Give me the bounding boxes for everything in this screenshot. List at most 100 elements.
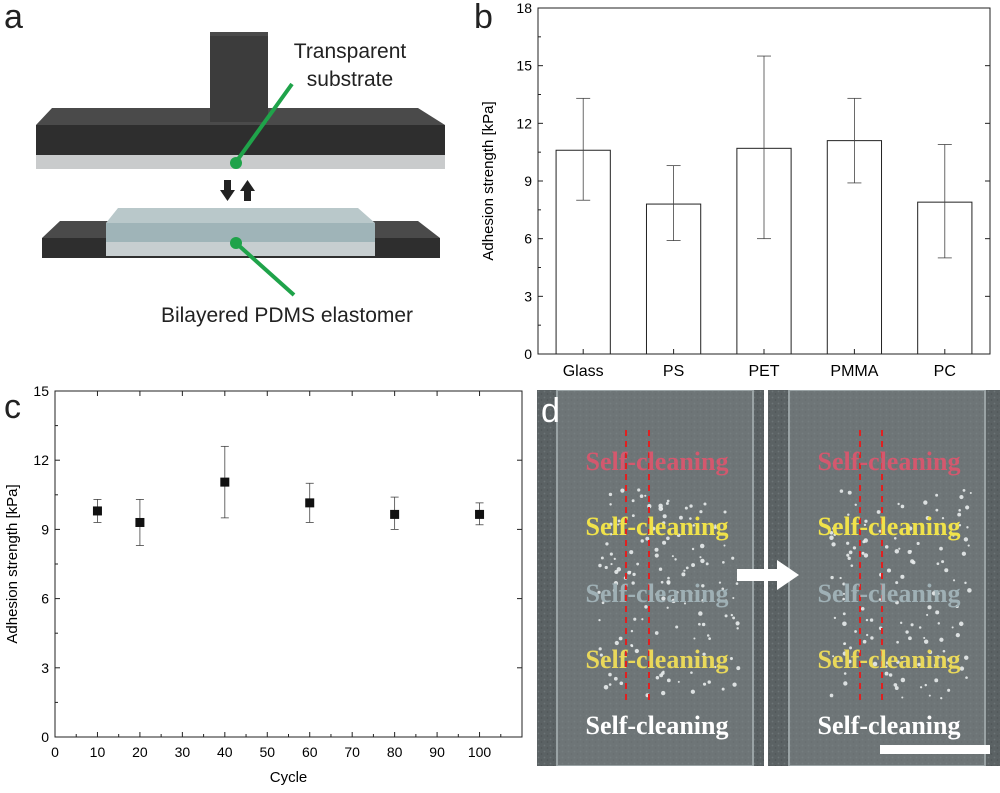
dust-particle — [732, 616, 736, 620]
dust-particle — [608, 492, 613, 497]
dust-particle — [722, 561, 725, 564]
dust-particle — [847, 659, 852, 664]
dust-particle — [598, 618, 601, 622]
dust-particle — [901, 696, 904, 699]
dust-particle — [847, 556, 851, 560]
dust-particle — [598, 647, 602, 651]
panel-a-letter: a — [4, 0, 23, 36]
pdms-upper-layer — [106, 223, 375, 242]
elastomer-pointer — [234, 241, 296, 297]
dust-particle — [849, 646, 853, 650]
dust-particle — [964, 655, 969, 660]
dust-particle — [842, 612, 846, 616]
dust-particle — [662, 514, 667, 519]
right-arrow-icon — [737, 560, 799, 590]
panel-b-letter: b — [474, 0, 493, 36]
dust-particle — [630, 643, 633, 647]
dust-particle — [885, 665, 888, 668]
dust-particle — [923, 500, 928, 505]
dust-particle — [899, 621, 903, 625]
dust-particle — [952, 534, 955, 537]
dust-particle — [629, 550, 634, 555]
dust-particle — [893, 537, 897, 540]
dust-particle — [917, 662, 921, 667]
dust-particle — [940, 697, 943, 700]
dust-particle — [900, 656, 904, 660]
dust-particle — [655, 592, 660, 597]
dust-particle — [969, 491, 972, 495]
dust-particle — [705, 562, 709, 566]
dust-particle — [964, 581, 967, 585]
dust-particle — [610, 562, 613, 566]
dust-particle — [935, 508, 939, 512]
y-tick-label: 12 — [33, 452, 49, 468]
dust-particle — [862, 540, 866, 544]
x-tick-label: PMMA — [830, 363, 878, 380]
dust-particle — [830, 575, 834, 580]
dust-particle — [935, 610, 940, 615]
dust-particle — [894, 686, 899, 690]
dust-particle — [613, 581, 619, 586]
dust-particle — [967, 588, 972, 593]
dust-particle — [955, 604, 959, 609]
dust-particle — [641, 618, 644, 621]
dust-particle — [939, 637, 944, 642]
dust-particle — [847, 490, 852, 495]
y-tick-label: 6 — [524, 231, 532, 247]
dust-particle — [730, 613, 734, 617]
dust-particle — [944, 568, 949, 573]
dust-particle — [842, 597, 845, 601]
x-tick-label: PC — [934, 363, 956, 380]
dust-particle — [631, 581, 635, 585]
dust-particle — [860, 606, 865, 611]
dust-particle — [629, 570, 632, 573]
data-point — [92, 506, 102, 516]
y-tick-label: 0 — [41, 729, 49, 745]
dust-particle — [729, 657, 733, 661]
self-cleaning-text: Self-cleaning — [586, 645, 729, 674]
y-tick-label: 9 — [524, 173, 532, 189]
dust-particle — [842, 621, 847, 627]
dust-particle — [690, 671, 693, 674]
press-column — [210, 32, 268, 122]
dust-particle — [666, 499, 670, 503]
dust-particle — [671, 555, 674, 558]
dust-particle — [689, 517, 692, 520]
dust-particle — [935, 493, 939, 497]
dust-particle — [666, 581, 671, 585]
dust-particles — [597, 488, 972, 700]
dust-particle — [926, 613, 929, 617]
dust-particle — [908, 526, 913, 531]
dust-particle — [654, 547, 659, 552]
chart-c-ylabel: Adhesion strength [kPa] — [4, 484, 21, 643]
dust-particle — [829, 693, 834, 698]
dust-particle — [724, 614, 728, 618]
dust-particle — [654, 631, 659, 635]
dust-particle — [928, 650, 933, 655]
dust-particle — [660, 580, 664, 584]
dust-particle — [897, 502, 900, 506]
dust-particle — [667, 576, 670, 580]
dust-particle — [597, 590, 601, 594]
dust-particle — [736, 666, 741, 671]
dust-particle — [888, 673, 893, 677]
dust-particle — [833, 616, 837, 620]
self-cleaning-text: Self-cleaning — [586, 711, 729, 740]
dust-particle — [676, 533, 681, 537]
dust-particle — [703, 502, 707, 506]
dust-particle — [876, 510, 881, 514]
dust-particle — [613, 676, 618, 681]
dust-particle — [952, 579, 956, 582]
dust-particle — [965, 676, 968, 679]
dust-particle — [708, 637, 711, 640]
panel-d-photo: Self-cleaning Self-cleaning Self-cleaning S… — [537, 390, 1000, 766]
top-plate-front — [36, 125, 445, 155]
dust-particle — [846, 553, 850, 557]
dust-particle — [640, 539, 644, 543]
data-point — [305, 498, 315, 508]
dust-particle — [618, 636, 623, 641]
dust-particle — [613, 557, 616, 561]
x-tick-label: 90 — [429, 744, 445, 760]
x-tick-label: 80 — [387, 744, 403, 760]
data-point — [220, 477, 230, 487]
